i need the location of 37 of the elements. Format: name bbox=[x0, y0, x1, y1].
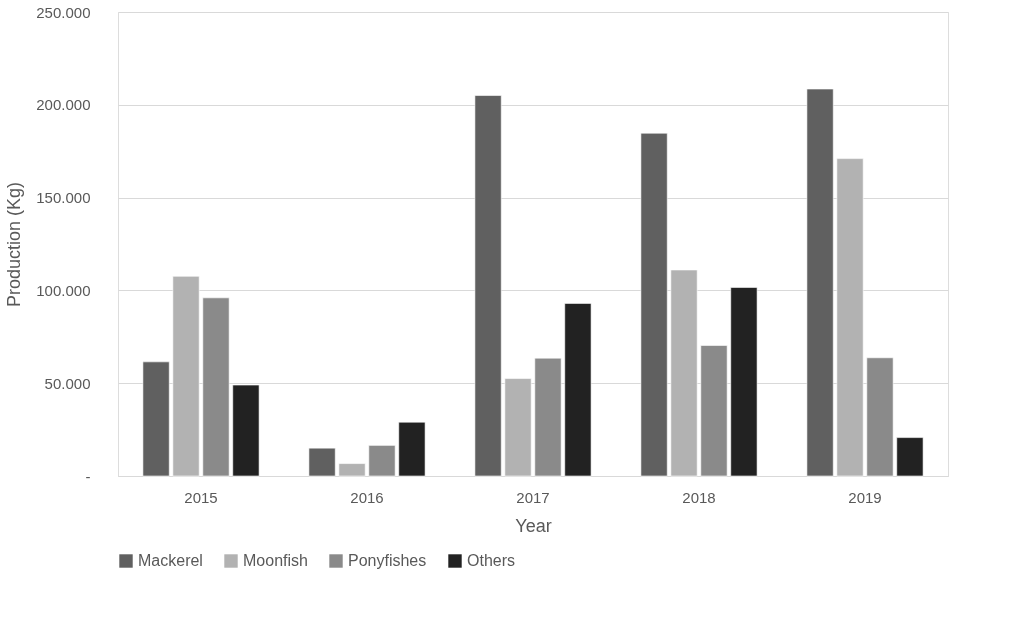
bar bbox=[308, 447, 336, 477]
y-tick-label: - bbox=[85, 467, 91, 485]
legend-label: Mackerel bbox=[138, 552, 203, 569]
legend-label: Moonfish bbox=[243, 552, 308, 569]
x-tick-label: 2019 bbox=[848, 488, 882, 506]
x-tick-label: 2017 bbox=[516, 488, 550, 506]
x-tick-label: 2015 bbox=[184, 488, 218, 506]
bar bbox=[368, 445, 396, 477]
y-tick-label: 50.000 bbox=[44, 374, 91, 392]
bar bbox=[232, 384, 260, 477]
y-tick-label: 250.000 bbox=[36, 3, 91, 21]
bar bbox=[474, 95, 502, 477]
bar bbox=[338, 463, 366, 477]
bar bbox=[640, 132, 668, 477]
bar bbox=[202, 297, 230, 477]
bar bbox=[142, 361, 170, 477]
bar bbox=[730, 287, 758, 477]
bar bbox=[836, 158, 864, 477]
x-tick-label: 2018 bbox=[682, 488, 716, 506]
bar bbox=[172, 275, 200, 477]
bar bbox=[670, 269, 698, 477]
bar bbox=[700, 345, 728, 477]
x-tick-label: 2016 bbox=[350, 488, 384, 506]
legend-label: Others bbox=[467, 552, 516, 569]
bar bbox=[896, 437, 924, 477]
bar bbox=[398, 421, 426, 477]
bar bbox=[534, 357, 562, 477]
y-tick-label: 200.000 bbox=[36, 96, 91, 114]
y-tick-label: 100.000 bbox=[36, 281, 91, 299]
bar bbox=[504, 378, 532, 477]
legend-label: Ponyfishes bbox=[348, 552, 427, 569]
y-axis-title: Production (Kg) bbox=[4, 181, 25, 308]
bar bbox=[866, 357, 894, 477]
y-tick-label: 150.000 bbox=[36, 189, 91, 207]
bar bbox=[806, 88, 834, 477]
bar bbox=[564, 303, 592, 477]
x-axis-title: Year bbox=[515, 515, 552, 536]
